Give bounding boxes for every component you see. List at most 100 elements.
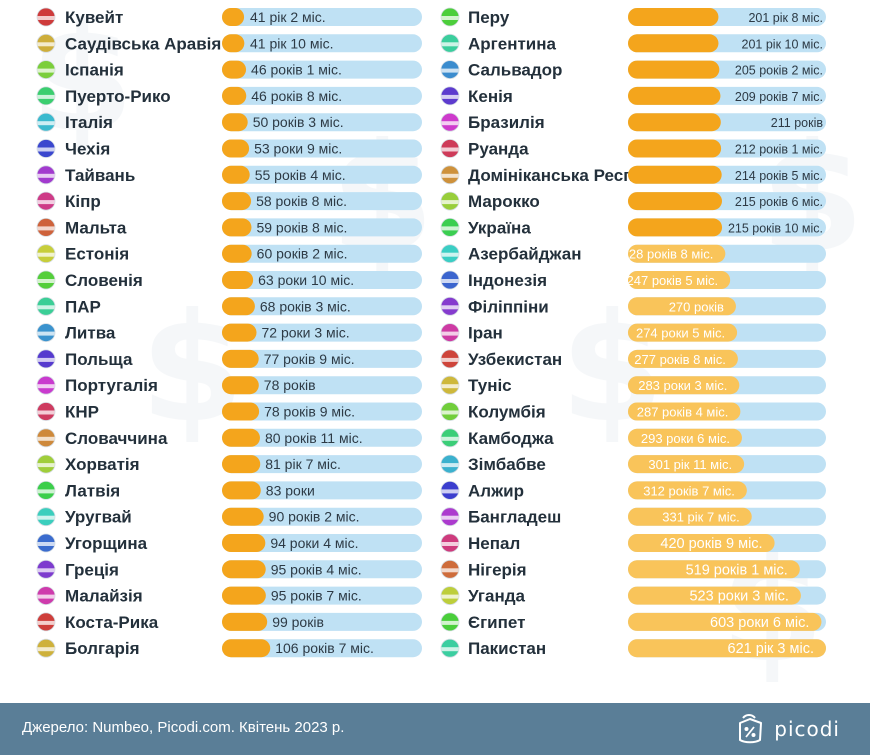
- chart-row: Аргентина 201 рік 10 міс.: [440, 33, 826, 53]
- bar-fill: [222, 165, 250, 184]
- bar-fill: [628, 218, 723, 237]
- chart-row: Кенія 209 років 7 міс.: [440, 86, 826, 106]
- country-label: Угорщина: [65, 534, 148, 553]
- chart-row: Туніс 283 роки 3 міс.: [440, 375, 826, 395]
- puerto-rico-flag-icon: [36, 86, 56, 106]
- rwanda-flag-icon: [440, 139, 460, 158]
- bar-track: [222, 60, 422, 79]
- bar-track: [222, 139, 422, 158]
- country-label: Пуерто-Рико: [65, 87, 171, 106]
- bar-track: [222, 534, 422, 552]
- bar-value-label: 94 роки 4 міс.: [270, 535, 358, 551]
- country-label: Зімбабве: [468, 455, 546, 474]
- bulgaria-flag-icon: [36, 638, 56, 658]
- bar-value-label: 80 років 11 міс.: [265, 430, 363, 446]
- country-label: Іспанія: [65, 61, 124, 80]
- chart-row: Хорватія 81 рік 7 міс.: [36, 454, 422, 474]
- azerbaijan-flag-icon: [440, 244, 460, 264]
- chart-row: Тайвань 55 років 4 міс.: [36, 165, 422, 185]
- country-label: Непал: [468, 534, 520, 553]
- country-label: Словенія: [65, 271, 143, 290]
- bar-fill: [628, 60, 720, 79]
- country-label: Уругвай: [65, 508, 132, 527]
- country-label: Аргентина: [468, 34, 557, 53]
- argentina-flag-icon: [440, 33, 460, 53]
- bar-value-label: 301 рік 11 міс.: [648, 457, 732, 472]
- bar-fill: [222, 639, 271, 658]
- bar-value-label: 331 рік 7 міс.: [662, 510, 740, 525]
- bar-fill: [628, 297, 736, 316]
- bar-value-label: 63 роки 10 міс.: [258, 272, 354, 288]
- chart-row: Мальта 59 років 8 міс.: [36, 217, 422, 237]
- bar-fill: [222, 507, 264, 526]
- country-label: Марокко: [468, 192, 540, 211]
- bar-value-label: 603 роки 6 міс.: [710, 615, 809, 631]
- bar-value-label: 68 років 3 міс.: [260, 298, 351, 314]
- bar-track: [222, 297, 422, 316]
- bar-fill: [628, 507, 752, 526]
- bar-fill: [222, 192, 252, 211]
- bar-fill: [222, 560, 266, 579]
- bar-value-label: 78 років: [264, 377, 316, 393]
- taiwan-flag-icon: [36, 165, 56, 185]
- bar-fill: [222, 34, 245, 53]
- logo-text: picodi: [774, 717, 840, 741]
- bar-value-label: 247 років 5 міс.: [627, 273, 719, 288]
- egypt-flag-icon: [440, 612, 460, 632]
- chart-row: ПАР 68 років 3 міс.: [36, 296, 422, 316]
- bar-fill: [628, 481, 747, 500]
- bar-value-label: 209 років 7 міс.: [735, 90, 823, 104]
- bar-track: [222, 218, 422, 237]
- chart-row: Нігерія 519 років 1 міс.: [440, 559, 826, 579]
- country-label: Колумбія: [468, 403, 546, 422]
- bar-fill: [628, 8, 719, 26]
- bar-fill: [628, 34, 719, 53]
- bar-fill: [222, 586, 266, 605]
- cambodia-flag-icon: [440, 428, 460, 448]
- bar-track: [222, 113, 422, 132]
- bar-value-label: 95 років 7 міс.: [271, 588, 362, 604]
- bar-track: [222, 271, 422, 289]
- bar-fill: [222, 271, 254, 289]
- bar-fill: [628, 612, 822, 631]
- italy-flag-icon: [36, 112, 56, 132]
- footer: Джерело: Numbeo, Picodi.com. Квітень 202…: [0, 703, 870, 755]
- chart-row: Іспанія 46 років 1 міс.: [36, 60, 422, 80]
- bar-value-label: 214 років 5 міс.: [735, 169, 823, 183]
- chart-row: Саудівська Аравія 41 рік 10 міс.: [36, 33, 422, 53]
- slovakia-flag-icon: [36, 428, 56, 448]
- nepal-flag-icon: [440, 533, 460, 553]
- chart-row: Непал 420 років 9 міс.: [440, 533, 826, 553]
- country-label: Перу: [468, 8, 510, 27]
- country-label: Іран: [468, 324, 503, 343]
- slovenia-flag-icon: [36, 270, 56, 290]
- country-label: КНР: [65, 403, 99, 422]
- bar-value-label: 60 років 2 міс.: [257, 246, 348, 262]
- chart-row: Італія 50 років 3 міс.: [36, 112, 422, 132]
- china-flag-icon: [36, 402, 56, 421]
- bar-fill: [222, 534, 266, 552]
- bangladesh-flag-icon: [440, 507, 460, 527]
- chart: $ $ $ $ $ $ Кувейт 41 рік 2 міс.Саудівськ…: [36, 7, 826, 659]
- country-label: Італія: [65, 113, 113, 132]
- bar-fill: [628, 376, 740, 395]
- bar-value-label: 287 років 4 міс.: [637, 405, 729, 420]
- bar-fill: [628, 534, 775, 552]
- country-label: Хорватія: [65, 455, 140, 474]
- country-label: Болгарія: [65, 639, 140, 658]
- bar-fill: [628, 271, 731, 289]
- bar-track: [222, 586, 422, 605]
- chart-row: Пакистан 621 рік 3 міс.: [440, 638, 826, 658]
- country-label: Кіпр: [65, 192, 101, 211]
- pakistan-flag-icon: [440, 638, 460, 658]
- iran-flag-icon: [440, 323, 460, 343]
- estonia-flag-icon: [36, 244, 56, 264]
- bar-fill: [222, 113, 248, 132]
- bar-value-label: 283 роки 3 міс.: [638, 378, 727, 393]
- chart-row: КНР 78 років 9 міс.: [36, 402, 422, 422]
- picodi-logo[interactable]: picodi: [734, 713, 840, 745]
- bar-value-label: 312 років 7 міс.: [643, 483, 735, 498]
- bar-value-label: 215 років 6 міс.: [735, 195, 823, 209]
- country-label: Алжир: [468, 481, 524, 500]
- country-label: Бразилія: [468, 113, 545, 132]
